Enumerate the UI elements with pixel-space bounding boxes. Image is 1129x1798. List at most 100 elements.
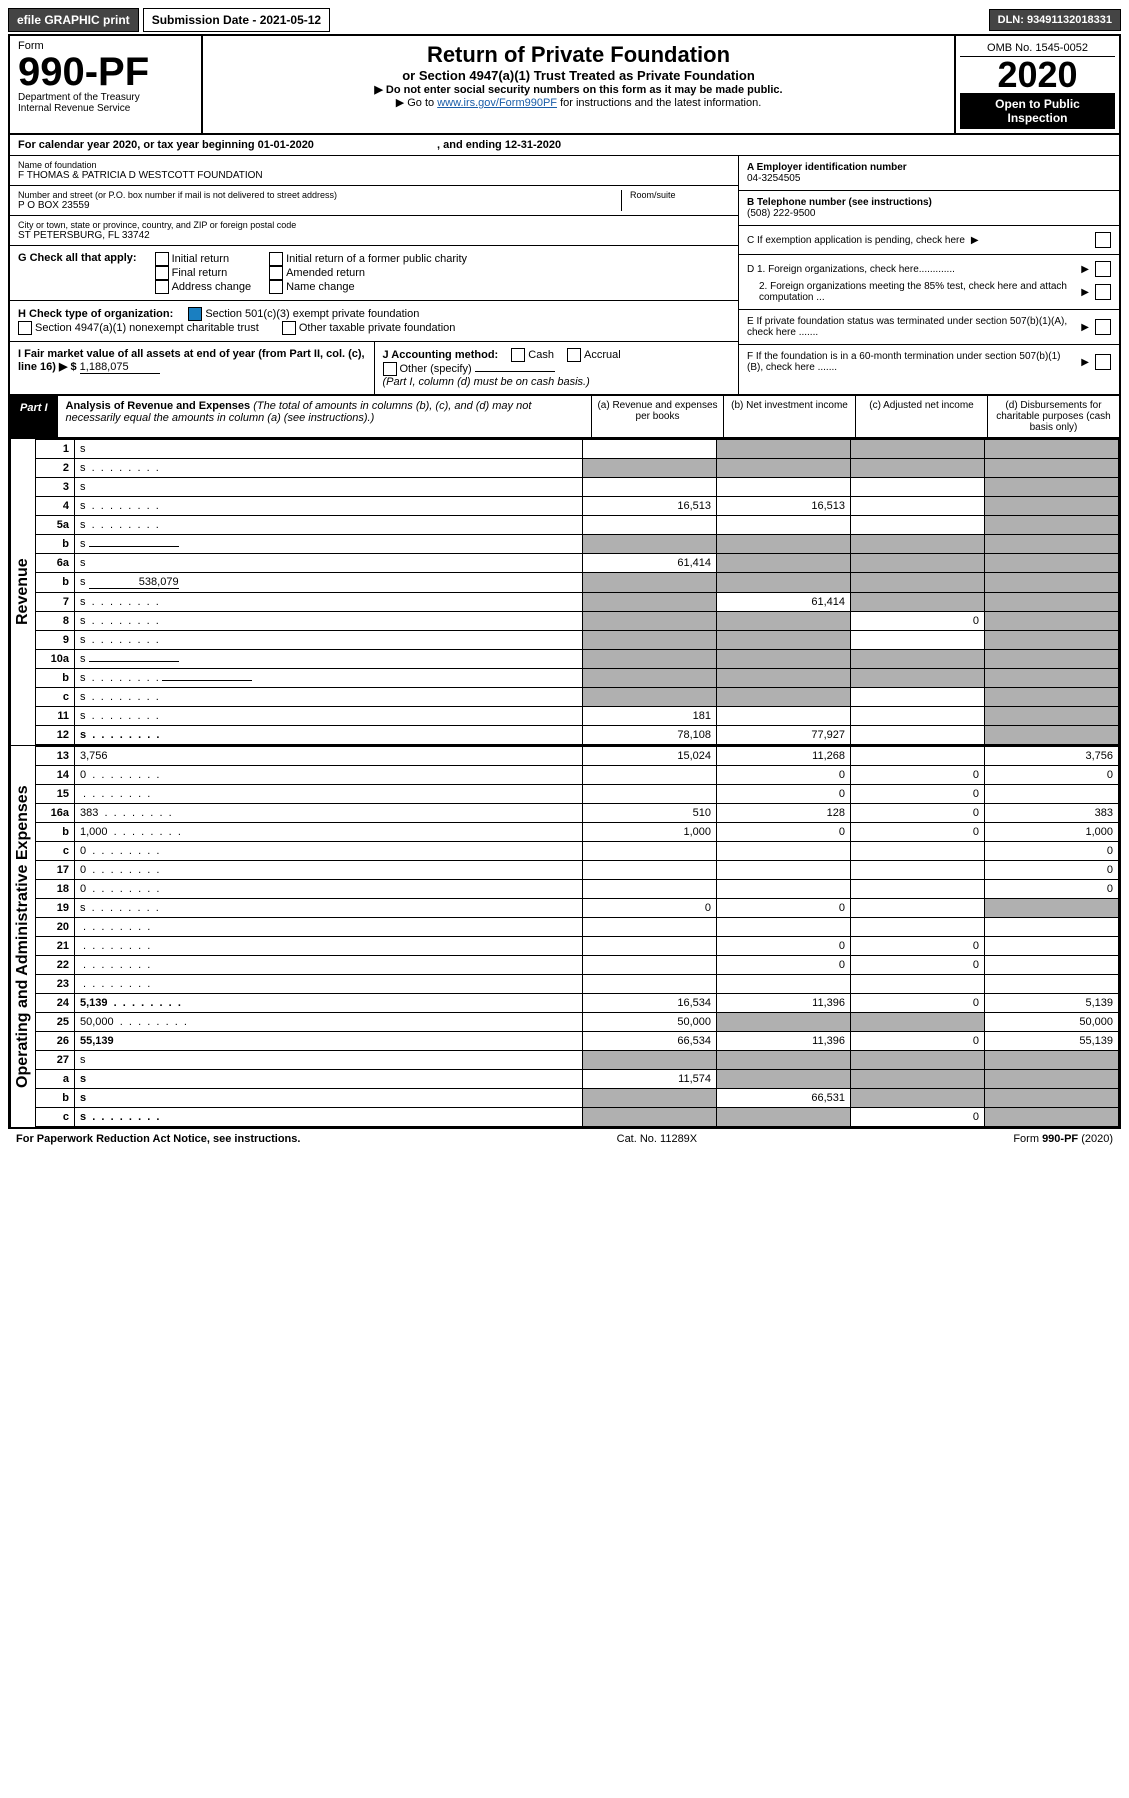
table-row: 2550,000 . . . . . . . .50,00050,000: [36, 1013, 1119, 1032]
city-state-zip: ST PETERSBURG, FL 33742: [18, 230, 730, 241]
4947-checkbox[interactable]: [18, 321, 32, 335]
col-a-header: (a) Revenue and expenses per books: [591, 396, 723, 437]
initial-return-checkbox[interactable]: [155, 252, 169, 266]
foundation-name: F THOMAS & PATRICIA D WESTCOTT FOUNDATIO…: [18, 170, 730, 181]
i-row: I Fair market value of all assets at end…: [10, 342, 375, 394]
col-c-header: (c) Adjusted net income: [855, 396, 987, 437]
instructions-link[interactable]: www.irs.gov/Form990PF: [437, 97, 557, 109]
footer-right: Form 990-PF (2020): [1013, 1133, 1113, 1145]
table-row: bs66,531: [36, 1089, 1119, 1108]
part1-title: Analysis of Revenue and Expenses (The to…: [58, 396, 591, 437]
table-row: as11,574: [36, 1070, 1119, 1089]
city-label: City or town, state or province, country…: [18, 220, 730, 230]
table-row: 3s: [36, 478, 1119, 497]
j-row: J Accounting method: Cash Accrual Other …: [375, 342, 739, 394]
table-row: 8s . . . . . . . .0: [36, 612, 1119, 631]
former-public-checkbox[interactable]: [269, 252, 283, 266]
col-b-header: (b) Net investment income: [723, 396, 855, 437]
revenue-table: 1s2s . . . . . . . .3s4s . . . . . . . .…: [35, 439, 1119, 745]
footer-mid: Cat. No. 11289X: [617, 1133, 698, 1145]
efile-button[interactable]: efile GRAPHIC print: [8, 8, 139, 32]
table-row: c0 . . . . . . . .0: [36, 842, 1119, 861]
table-row: 5as . . . . . . . .: [36, 516, 1119, 535]
final-return-checkbox[interactable]: [155, 266, 169, 280]
h-row: H Check type of organization: Section 50…: [10, 300, 738, 341]
col-d-header: (d) Disbursements for charitable purpose…: [987, 396, 1119, 437]
table-row: cs . . . . . . . .0: [36, 1108, 1119, 1127]
table-row: 10as: [36, 650, 1119, 669]
d1-label: D 1. Foreign organizations, check here..…: [747, 264, 1075, 275]
table-row: 16a383 . . . . . . . .5101280383: [36, 804, 1119, 823]
amended-return-checkbox[interactable]: [269, 266, 283, 280]
e-label: E If private foundation status was termi…: [747, 316, 1075, 338]
table-row: 245,139 . . . . . . . .16,53411,39605,13…: [36, 994, 1119, 1013]
table-row: 22 . . . . . . . .00: [36, 956, 1119, 975]
dln-label: DLN: 93491132018331: [989, 9, 1121, 31]
accrual-checkbox[interactable]: [567, 348, 581, 362]
room-label: Room/suite: [630, 190, 730, 200]
table-row: 2s . . . . . . . .: [36, 459, 1119, 478]
address-change-checkbox[interactable]: [155, 280, 169, 294]
address-label: Number and street (or P.O. box number if…: [18, 190, 621, 200]
table-row: 133,75615,02411,2683,756: [36, 747, 1119, 766]
address: P O BOX 23559: [18, 200, 621, 211]
table-row: 20 . . . . . . . .: [36, 918, 1119, 937]
c-label: C If exemption application is pending, c…: [747, 235, 965, 246]
tax-year: 2020: [960, 57, 1115, 93]
form-container: Form 990-PF Department of the Treasury I…: [8, 34, 1121, 1129]
table-row: 11s . . . . . . . .181: [36, 707, 1119, 726]
calendar-year-row: For calendar year 2020, or tax year begi…: [10, 135, 1119, 156]
submission-date: Submission Date - 2021-05-12: [143, 8, 330, 32]
table-row: 23 . . . . . . . .: [36, 975, 1119, 994]
table-row: 4s . . . . . . . .16,51316,513: [36, 497, 1119, 516]
expense-table: 133,75615,02411,2683,756140 . . . . . . …: [35, 746, 1119, 1127]
table-row: 12s . . . . . . . .78,10877,927: [36, 726, 1119, 745]
form-note-1: ▶ Do not enter social security numbers o…: [211, 83, 946, 96]
form-number: 990-PF: [18, 52, 193, 92]
open-to-public: Open to Public Inspection: [960, 93, 1115, 129]
department: Department of the Treasury Internal Reve…: [18, 92, 193, 114]
other-method-checkbox[interactable]: [383, 362, 397, 376]
fmv-value: 1,188,075: [80, 361, 160, 374]
phone-label: B Telephone number (see instructions): [747, 197, 932, 208]
table-row: cs . . . . . . . .: [36, 688, 1119, 707]
table-row: 9s . . . . . . . .: [36, 631, 1119, 650]
f-checkbox[interactable]: [1095, 354, 1111, 370]
revenue-section-label: Revenue: [10, 439, 35, 745]
phone-value: (508) 222-9500: [747, 208, 1111, 219]
table-row: bs . . . . . . . .: [36, 669, 1119, 688]
501c3-checkbox[interactable]: [188, 307, 202, 321]
table-row: 19s . . . . . . . .00: [36, 899, 1119, 918]
g-row: G Check all that apply: Initial return F…: [10, 245, 738, 300]
d2-checkbox[interactable]: [1095, 284, 1111, 300]
form-note-2: ▶ Go to www.irs.gov/Form990PF for instru…: [211, 96, 946, 109]
d2-label: 2. Foreign organizations meeting the 85%…: [747, 281, 1075, 303]
table-row: 27s: [36, 1051, 1119, 1070]
name-change-checkbox[interactable]: [269, 280, 283, 294]
table-row: 170 . . . . . . . .0: [36, 861, 1119, 880]
ein-label: A Employer identification number: [747, 162, 907, 173]
d1-checkbox[interactable]: [1095, 261, 1111, 277]
table-row: 15 . . . . . . . .00: [36, 785, 1119, 804]
f-label: F If the foundation is in a 60-month ter…: [747, 351, 1075, 373]
footer-left: For Paperwork Reduction Act Notice, see …: [16, 1133, 300, 1145]
name-label: Name of foundation: [18, 160, 730, 170]
table-row: 2655,13966,53411,396055,139: [36, 1032, 1119, 1051]
e-checkbox[interactable]: [1095, 319, 1111, 335]
table-row: b1,000 . . . . . . . .1,000001,000: [36, 823, 1119, 842]
expense-section-label: Operating and Administrative Expenses: [10, 746, 35, 1127]
top-toolbar: efile GRAPHIC print Submission Date - 20…: [8, 8, 1121, 32]
table-row: 1s: [36, 440, 1119, 459]
part1-label: Part I: [10, 396, 58, 437]
table-row: 6as61,414: [36, 554, 1119, 573]
table-row: 7s . . . . . . . .61,414: [36, 593, 1119, 612]
other-taxable-checkbox[interactable]: [282, 321, 296, 335]
table-row: 140 . . . . . . . .000: [36, 766, 1119, 785]
c-checkbox[interactable]: [1095, 232, 1111, 248]
cash-checkbox[interactable]: [511, 348, 525, 362]
table-row: 180 . . . . . . . .0: [36, 880, 1119, 899]
table-row: bs 538,079: [36, 573, 1119, 593]
table-row: bs: [36, 535, 1119, 554]
ein-value: 04-3254505: [747, 173, 1111, 184]
form-subtitle: or Section 4947(a)(1) Trust Treated as P…: [211, 68, 946, 83]
